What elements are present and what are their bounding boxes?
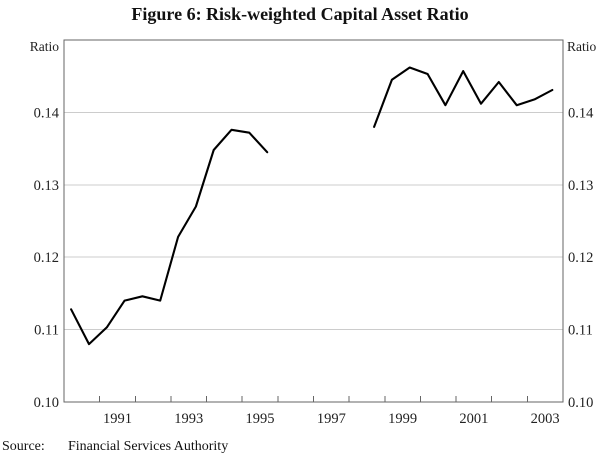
y-tick-label: 0.14 (568, 105, 594, 121)
x-tick-label: 2001 (459, 411, 488, 427)
y-tick-label: 0.10 (34, 395, 59, 411)
y-axis-unit-label-right: Ratio (567, 39, 596, 54)
y-tick-label: 0.14 (34, 105, 60, 121)
x-tick-label: 1995 (246, 411, 275, 427)
x-tick-label: 1993 (174, 411, 203, 427)
y-tick-label: 0.11 (568, 323, 593, 339)
x-tick-label: 1999 (388, 411, 417, 427)
figure-title: Figure 6: Risk-weighted Capital Asset Ra… (131, 4, 469, 24)
y-tick-label: 0.12 (568, 250, 593, 266)
x-tick-label: 2003 (531, 411, 560, 427)
data-line-segment (70, 128, 269, 346)
y-tick-label: 0.13 (568, 178, 593, 194)
data-line-segment (373, 66, 554, 128)
y-tick-labels-left: 0.10 0.11 0.12 0.13 0.14 (34, 105, 60, 411)
x-tick-labels: 1991 1993 1995 1997 1999 2001 2003 (103, 411, 560, 427)
x-tick-label: 1991 (103, 411, 132, 427)
y-tick-label: 0.11 (34, 323, 59, 339)
source-label: Source: (2, 439, 45, 454)
y-tick-labels-right: 0.10 0.11 0.12 0.13 0.14 (568, 105, 594, 411)
y-tick-label: 0.12 (34, 250, 59, 266)
y-axis-unit-label-left: Ratio (30, 39, 59, 54)
y-tick-label: 0.10 (568, 395, 593, 411)
source-value: Financial Services Authority (68, 439, 229, 454)
y-tick-label: 0.13 (34, 178, 59, 194)
x-tick-label: 1997 (317, 411, 346, 427)
y-gridlines (64, 111, 563, 331)
x-ticks (99, 396, 528, 402)
